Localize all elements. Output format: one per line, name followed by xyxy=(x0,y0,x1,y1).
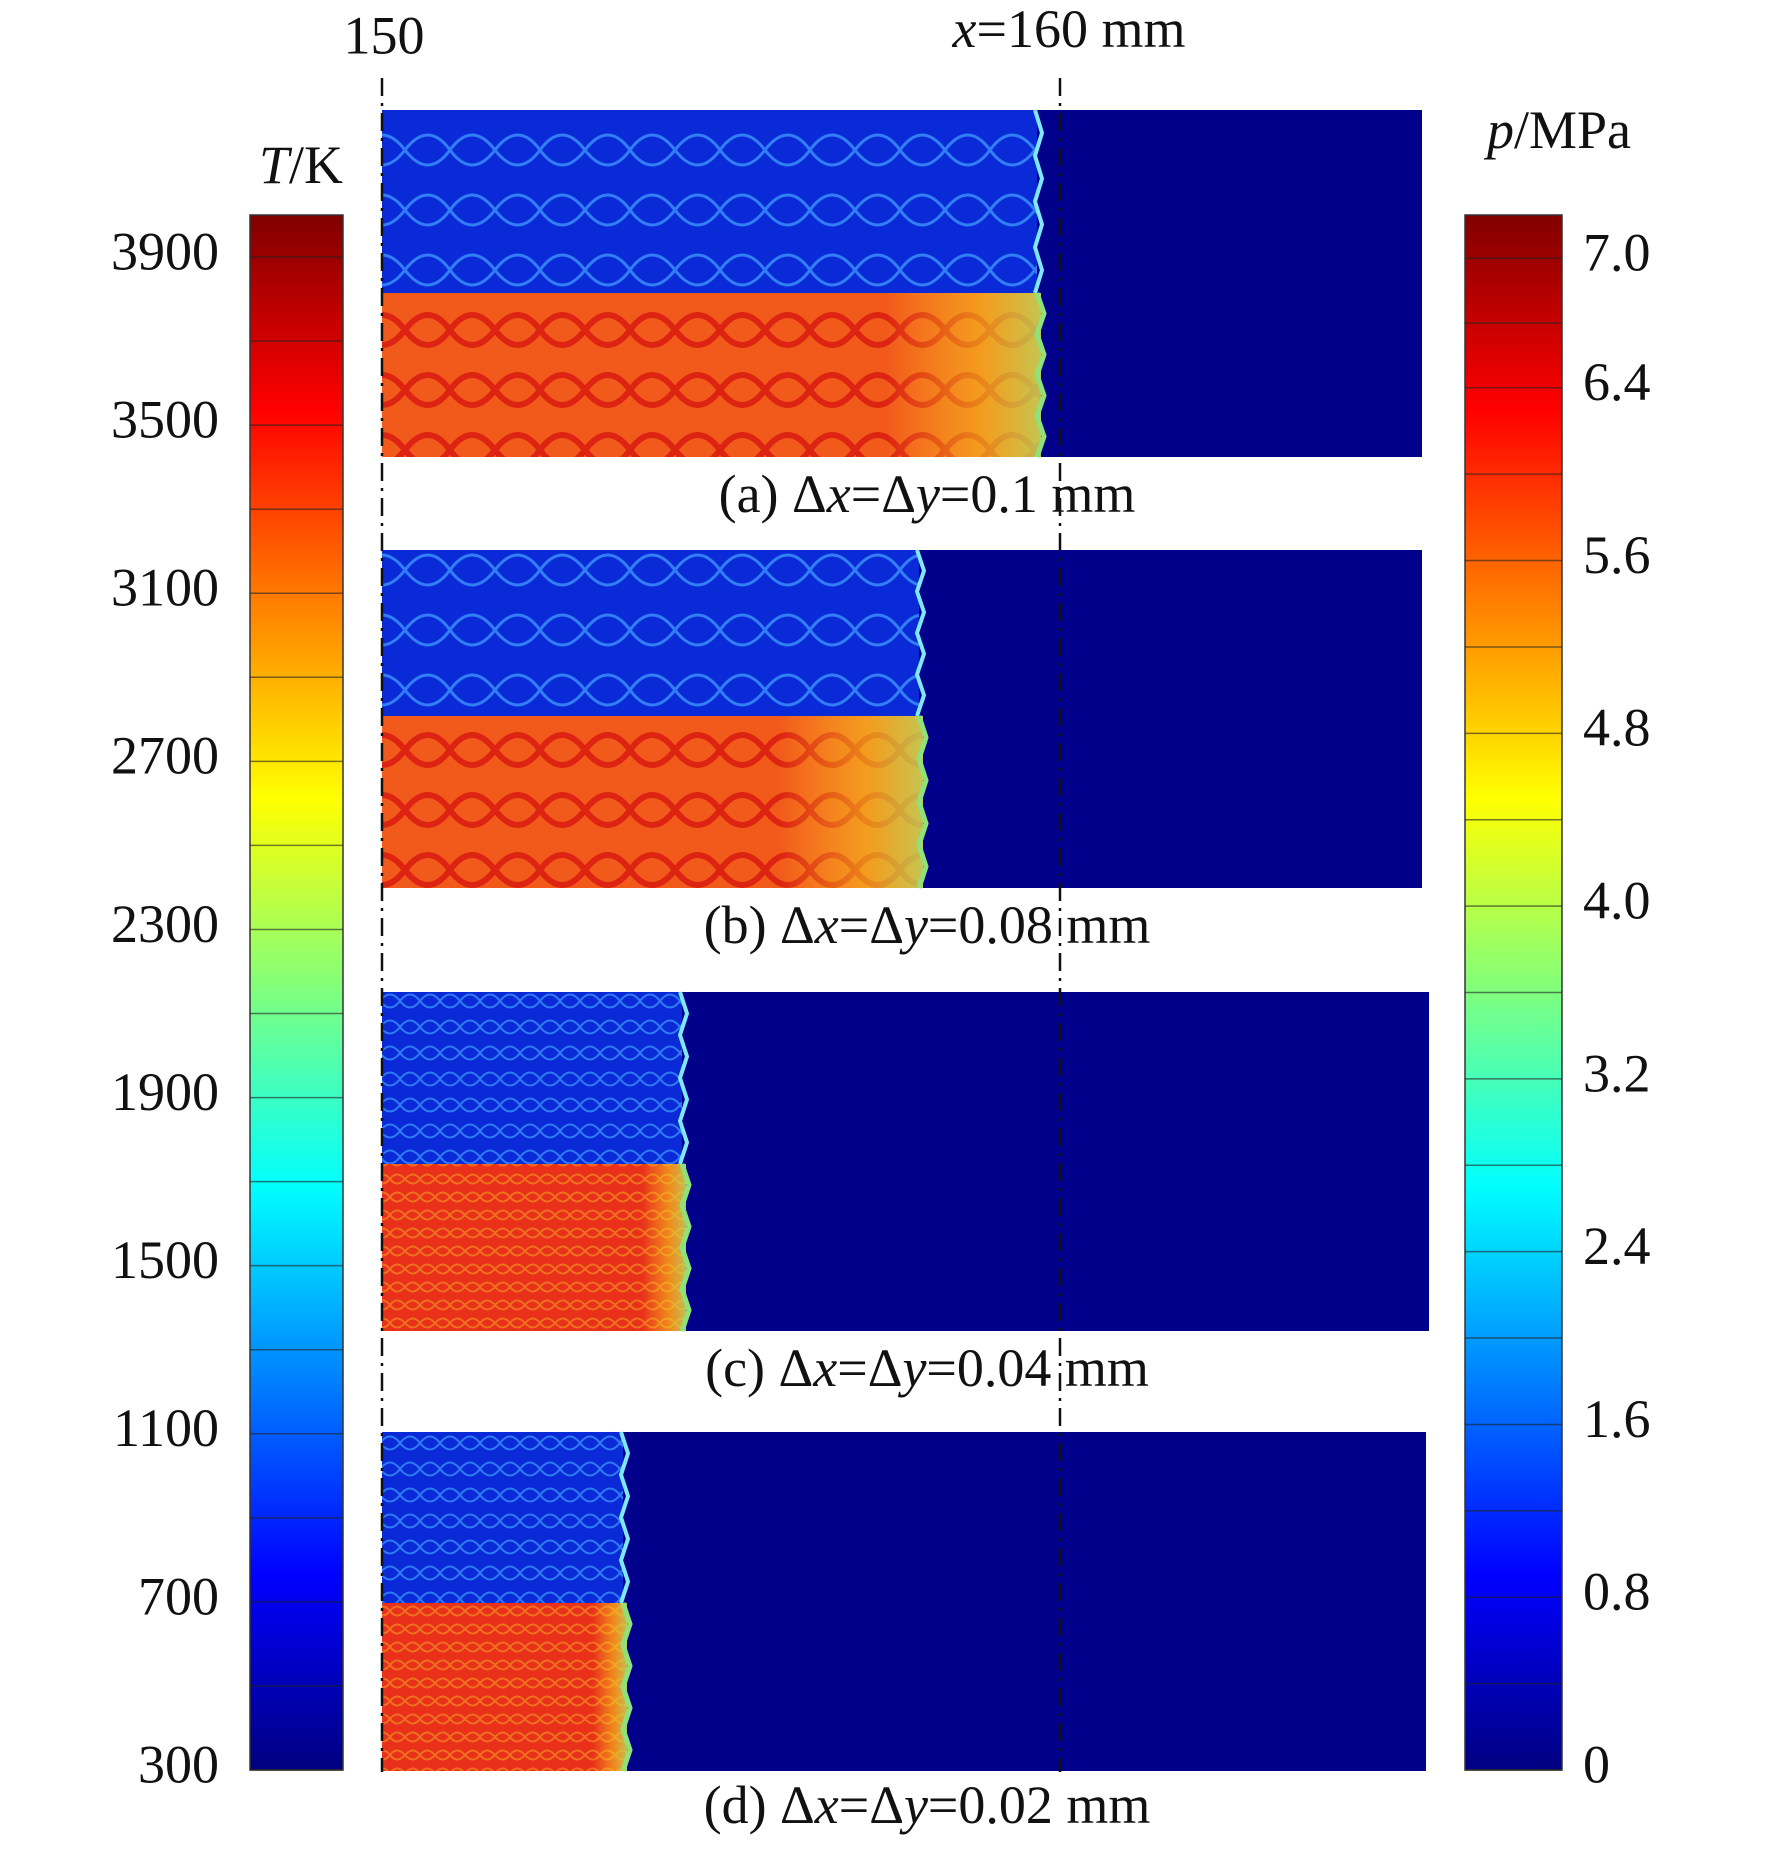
flame-zone xyxy=(642,1164,686,1331)
flame-front xyxy=(620,1602,633,1772)
flame-zone xyxy=(779,716,923,888)
panel-caption-part: y xyxy=(899,895,928,955)
shock-front xyxy=(1032,109,1045,294)
colorbar-tick-label: 1100 xyxy=(113,1398,219,1458)
colorbar-tick-label: 7.0 xyxy=(1583,223,1651,283)
flame-front xyxy=(679,1163,692,1332)
colorbar xyxy=(249,214,344,1771)
pressure-field xyxy=(382,1432,623,1603)
pressure-field xyxy=(382,110,1037,293)
colorbar-tick-label: 3100 xyxy=(111,558,219,618)
panel-caption: (d) Δx=Δy=0.02 mm xyxy=(704,1775,1151,1835)
panel-caption-part: =0.04 mm xyxy=(926,1338,1148,1398)
colorbar-tick-label: 300 xyxy=(138,1734,219,1794)
panel-caption: (c) Δx=Δy=0.04 mm xyxy=(705,1338,1149,1398)
panel-caption-part: =0.02 mm xyxy=(928,1775,1150,1835)
panel-caption-part: (a) Δ xyxy=(719,464,827,524)
colorbar-tick-label: 4.0 xyxy=(1583,871,1651,931)
flame-front xyxy=(1034,292,1047,458)
colorbar-tick-label: 5.6 xyxy=(1583,525,1651,585)
temperature-field xyxy=(382,1603,627,1771)
colorbar-tick-label: 2700 xyxy=(111,726,219,786)
colorbar-tick-label: 3500 xyxy=(111,390,219,450)
panel-caption-part: (b) Δ xyxy=(704,895,815,955)
shock-front xyxy=(677,991,690,1165)
colorbar-tick-label: 700 xyxy=(138,1566,219,1626)
panel-caption-part: y xyxy=(899,1775,928,1835)
colorbar-tick-label: 1900 xyxy=(111,1062,219,1122)
colorbar-title: p/MPa xyxy=(1483,100,1631,160)
shock-front xyxy=(914,549,927,717)
panel-caption-part: x xyxy=(812,1338,837,1398)
colorbar-title-part: /MPa xyxy=(1514,100,1631,160)
panel-caption-part: (c) Δ xyxy=(705,1338,813,1398)
panel-caption-part: =0.1 mm xyxy=(940,464,1135,524)
panel-caption-part: =Δ xyxy=(839,1775,904,1835)
panel-caption-part: x xyxy=(826,464,851,524)
panel-caption: (a) Δx=Δy=0.1 mm xyxy=(719,464,1136,524)
colorbar-tick-label: 6.4 xyxy=(1583,352,1651,412)
colorbar-tick-label: 1500 xyxy=(111,1230,219,1290)
panel-caption-part: =0.08 mm xyxy=(928,895,1150,955)
shock-front xyxy=(618,1431,631,1604)
colorbar-tick-label: 3900 xyxy=(111,221,219,281)
panel-caption-part: x xyxy=(814,1775,839,1835)
colorbar-title-part: /K xyxy=(289,135,343,195)
panel-caption-part: =Δ xyxy=(837,1338,902,1398)
start-label: 150 xyxy=(344,5,425,65)
panel-caption-part: =Δ xyxy=(851,464,916,524)
panel-caption-part: x xyxy=(814,895,839,955)
colorbar-tick-label: 1.6 xyxy=(1583,1389,1651,1449)
marker-label-part: =160 mm xyxy=(977,0,1186,59)
marker-label: x=160 mm xyxy=(952,0,1186,59)
panel-caption-part: (d) Δ xyxy=(704,1775,815,1835)
colorbar-tick-label: 2300 xyxy=(111,894,219,954)
colorbar-title: T/K xyxy=(259,135,343,195)
flame-front xyxy=(916,715,929,889)
panel-caption-part: y xyxy=(897,1338,926,1398)
colorbar-title-part: T xyxy=(259,135,293,195)
panel-caption: (b) Δx=Δy=0.08 mm xyxy=(704,895,1151,955)
colorbar-tick-label: 0.8 xyxy=(1583,1562,1651,1622)
colorbar-tick-label: 2.4 xyxy=(1583,1216,1651,1276)
panel-caption-part: =Δ xyxy=(839,895,904,955)
marker-label-part: x xyxy=(952,0,977,59)
pressure-field xyxy=(382,550,919,716)
colorbar-title-part: p xyxy=(1483,100,1514,160)
flame-zone xyxy=(887,293,1041,457)
colorbar-tick-label: 4.8 xyxy=(1583,698,1651,758)
temperature-field xyxy=(382,1164,686,1331)
colorbar-tick-label: 0 xyxy=(1583,1734,1610,1794)
colorbar-tick-label: 3.2 xyxy=(1583,1043,1651,1103)
pressure-field xyxy=(382,992,682,1164)
panel-caption-part: y xyxy=(911,464,940,524)
